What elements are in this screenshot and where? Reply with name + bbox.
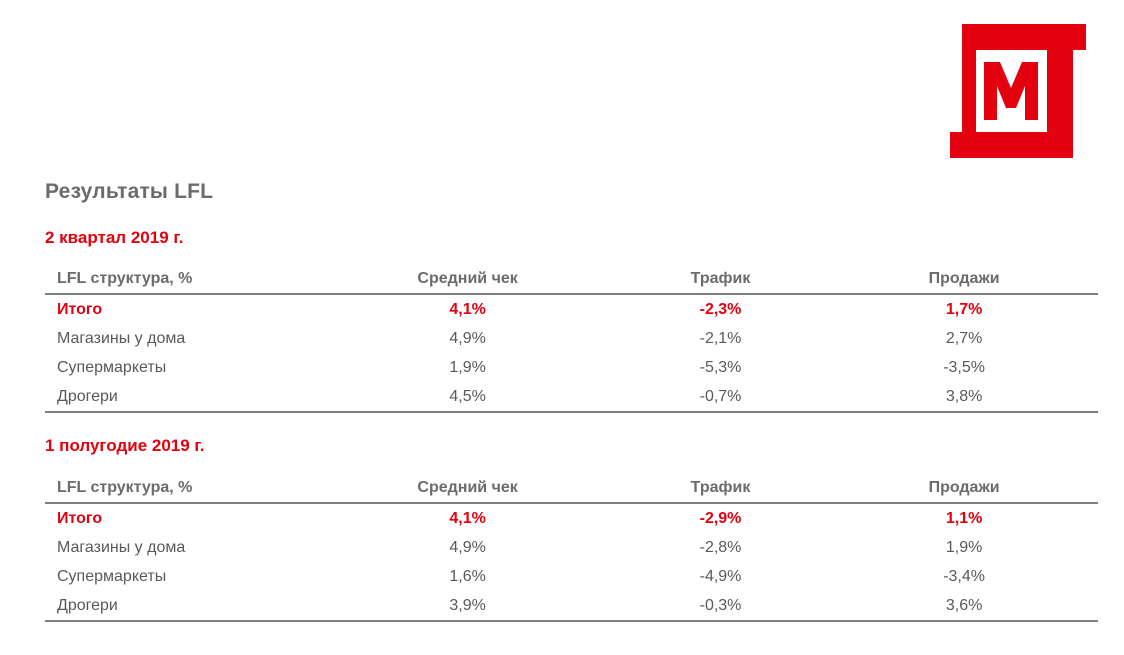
section-title-h1: 1 полугодие 2019 г. <box>45 436 205 455</box>
column-header-sales: Продажи <box>830 265 1098 295</box>
table-row: Магазины у дома 4,9% -2,8% 1,9% <box>45 533 1098 562</box>
table-row: Дрогери 3,9% -0,3% 3,6% <box>45 591 1098 622</box>
cell-sales: 1,7% <box>945 300 983 318</box>
cell-traffic: -2,3% <box>699 300 742 318</box>
cell-avg-check: 4,9% <box>449 329 486 347</box>
lfl-table-q2: LFL структура, % Средний чек Трафик Прод… <box>45 265 1098 413</box>
cell-avg-check: 1,6% <box>449 567 486 585</box>
column-header-avg-check: Средний чек <box>324 474 611 504</box>
table-row: Супермаркеты 1,9% -5,3% -3,5% <box>45 353 1098 382</box>
cell-traffic: -2,9% <box>699 509 742 527</box>
row-label: Супермаркеты <box>57 567 167 585</box>
cell-traffic: -4,9% <box>699 567 742 585</box>
row-label: Супермаркеты <box>57 358 167 376</box>
cell-avg-check: 3,9% <box>324 591 611 622</box>
table-row-total: Итого 4,1% -2,3% 1,7% <box>45 294 1098 324</box>
table-row: Дрогери 4,5% -0,7% 3,8% <box>45 382 1098 413</box>
column-header-traffic: Трафик <box>610 265 831 295</box>
column-header-avg-check: Средний чек <box>324 265 611 295</box>
cell-sales: -3,5% <box>943 358 985 376</box>
cell-avg-check: 4,5% <box>324 382 611 413</box>
cell-sales: -3,4% <box>943 567 985 585</box>
table-header-row: LFL структура, % Средний чек Трафик Прод… <box>45 474 1098 504</box>
row-label: Итого <box>57 300 103 318</box>
cell-traffic: -0,3% <box>610 591 831 622</box>
magnit-logo <box>950 24 1086 158</box>
row-label: Дрогери <box>45 382 325 413</box>
cell-traffic: -0,7% <box>610 382 831 413</box>
column-header-traffic: Трафик <box>610 474 831 504</box>
column-header-structure: LFL структура, % <box>45 265 325 295</box>
cell-traffic: -2,8% <box>699 538 742 556</box>
cell-sales: 2,7% <box>945 329 983 347</box>
cell-sales: 3,6% <box>830 591 1098 622</box>
table-header-row: LFL структура, % Средний чек Трафик Прод… <box>45 265 1098 295</box>
lfl-table-h1: LFL структура, % Средний чек Трафик Прод… <box>45 474 1098 622</box>
row-label: Дрогери <box>45 591 325 622</box>
cell-sales: 1,1% <box>945 509 983 527</box>
cell-sales: 1,9% <box>945 538 983 556</box>
table-row: Магазины у дома 4,9% -2,1% 2,7% <box>45 324 1098 353</box>
cell-avg-check: 4,9% <box>449 538 486 556</box>
cell-sales: 3,8% <box>830 382 1098 413</box>
cell-traffic: -5,3% <box>699 358 742 376</box>
table-row-total: Итого 4,1% -2,9% 1,1% <box>45 503 1098 533</box>
cell-traffic: -2,1% <box>699 329 742 347</box>
row-label: Итого <box>57 509 103 527</box>
section-title-q2: 2 квартал 2019 г. <box>45 228 184 247</box>
row-label: Магазины у дома <box>57 538 186 556</box>
cell-avg-check: 4,1% <box>449 509 486 527</box>
page-title: Результаты LFL <box>45 180 214 203</box>
cell-avg-check: 4,1% <box>449 300 486 318</box>
cell-avg-check: 1,9% <box>449 358 486 376</box>
table-row: Супермаркеты 1,6% -4,9% -3,4% <box>45 562 1098 591</box>
column-header-sales: Продажи <box>830 474 1098 504</box>
row-label: Магазины у дома <box>57 329 186 347</box>
column-header-structure: LFL структура, % <box>45 474 325 504</box>
